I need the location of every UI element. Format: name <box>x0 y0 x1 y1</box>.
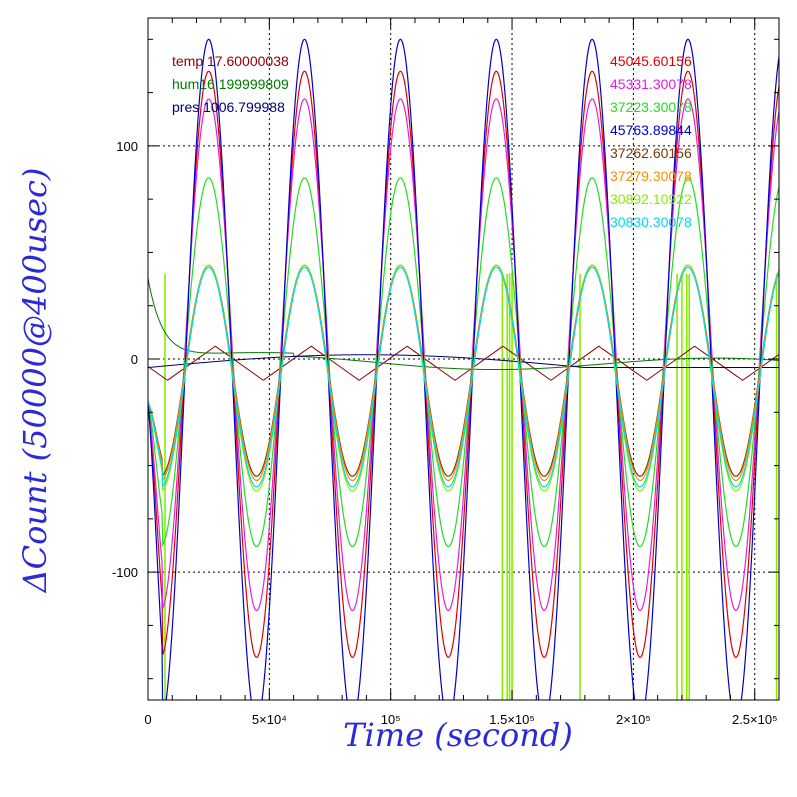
env-legend-entry: pres 1006.799988 <box>172 99 285 115</box>
x-tick-label: 10⁵ <box>381 712 401 727</box>
legend: temp 17.60000038 hum16.199999809 pres 1006… <box>172 53 692 230</box>
legend-entry: 45763.89844 <box>610 122 692 138</box>
legend-entry: 37223.30078 <box>610 99 692 115</box>
y-tick-label: 0 <box>131 352 138 367</box>
x-tick-label: 0 <box>144 712 151 727</box>
legend-entry: 45045.60156 <box>610 53 692 69</box>
series-line-temp <box>148 345 779 381</box>
series-line <box>148 98 779 612</box>
y-axis-title: ΔCount (50000@400usec) <box>16 168 54 595</box>
legend-entry: 37262.60156 <box>610 145 692 161</box>
x-tick-label: 2×10⁵ <box>616 712 651 727</box>
env-legend-entry: temp 17.60000038 <box>172 53 289 69</box>
x-axis-title: Time (second) <box>343 716 573 754</box>
series-line <box>148 38 779 700</box>
series-line <box>148 266 779 488</box>
env-legend-entry: hum16.199999809 <box>172 76 289 92</box>
x-tick-label: 5×10⁴ <box>252 712 287 727</box>
series-line-hum <box>148 277 779 371</box>
legend-entry: 45331.30078 <box>610 76 692 92</box>
x-tick-label: 1.5×10⁵ <box>489 712 535 727</box>
series-line-pres <box>148 354 779 369</box>
series-line <box>148 70 779 659</box>
series-line <box>148 177 779 548</box>
series-group <box>148 38 779 700</box>
legend-entry: 30830.30078 <box>610 214 692 230</box>
x-tick-label: 2.5×10⁵ <box>732 712 778 727</box>
legend-entry: 30892.10922 <box>610 191 692 207</box>
y-tick-label: 100 <box>116 139 138 154</box>
ticks: 0 5×10⁴ 10⁵ 1.5×10⁵ 2×10⁵ 2.5×10⁵ -100 0 100 <box>112 18 779 727</box>
legend-entry: 37279.30078 <box>610 168 692 184</box>
y-tick-label: -100 <box>112 565 138 580</box>
